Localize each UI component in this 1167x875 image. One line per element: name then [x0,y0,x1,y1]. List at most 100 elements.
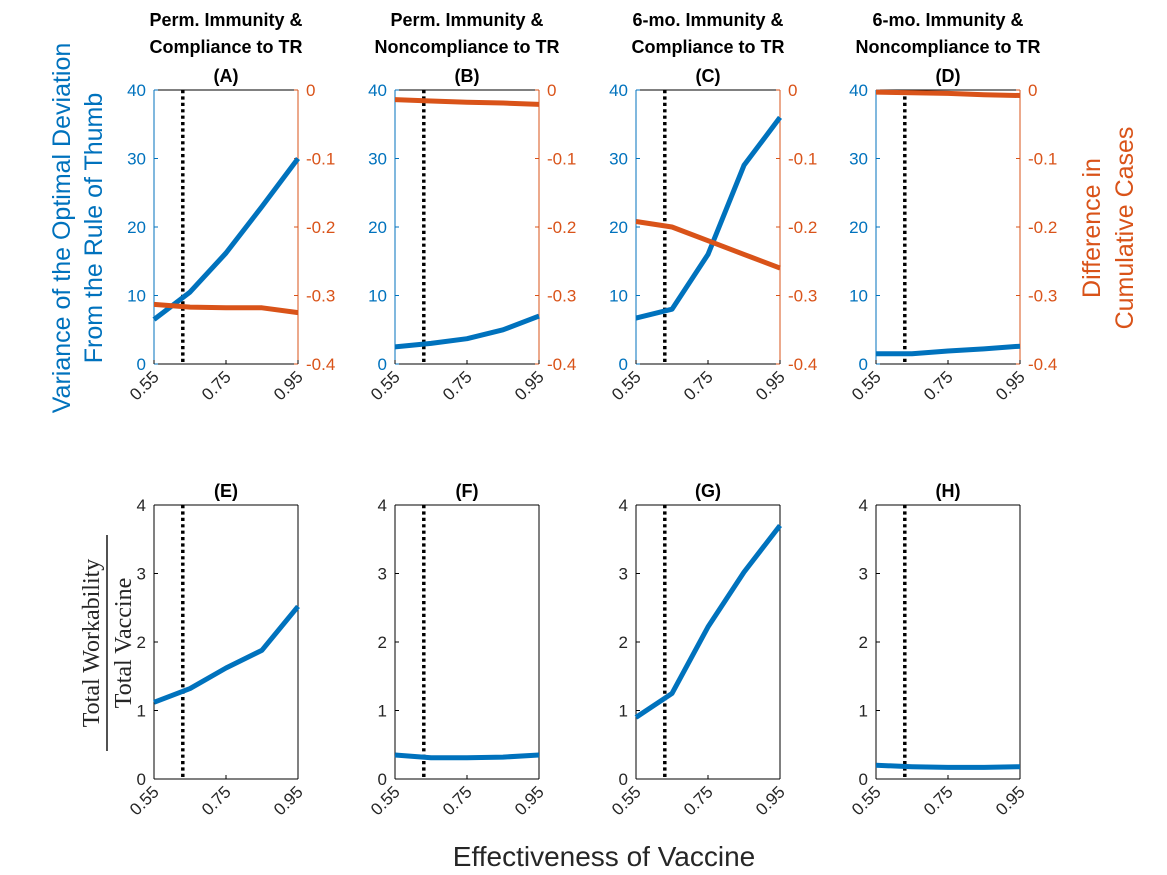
panel-b-ytick-right-label: 0 [547,81,556,100]
panel-e-ytick-label: 0 [137,770,146,789]
panel-f-xtick-label: 0.75 [439,782,476,819]
panel-a-ytick-right-label: -0.2 [306,218,335,237]
panel-f-ytick-label: 3 [378,565,387,584]
panel-e-ytick-label: 1 [137,702,146,721]
panel-a-ytick-label: 10 [127,287,146,306]
panel-e-ytick-label: 2 [137,633,146,652]
bottom-ylabel-numerator: Total Workability [79,559,105,728]
panel-f-series-blue-line [394,752,540,761]
bottom-ylabel: Total Workability Total Vaccine [79,535,137,751]
panel-f-label: (F) [456,481,479,501]
panel-h-xtick-label: 0.75 [920,782,957,819]
panel-g-xtick-label: 0.95 [752,782,789,819]
panel-c-subtitle: Compliance to TR [631,37,784,57]
panel-a-ytick-right-label: -0.1 [306,150,335,169]
panel-c-ytick-label: 10 [609,287,628,306]
panel-c-ytick-label: 30 [609,150,628,169]
panel-b-series-blue-line [394,313,540,350]
panel-d-ytick-label: 20 [849,218,868,237]
panel-a-series-orange-line [153,301,299,316]
panel-c-title: 6-mo. Immunity & [632,10,783,30]
panel-c-ytick-label: 20 [609,218,628,237]
panel-e-series-blue-line [153,604,300,705]
panel-a-xtick-label: 0.75 [198,367,235,404]
bottom-ylabel-denominator: Total Vaccine [111,578,137,709]
panel-a-ytick-label: 30 [127,150,146,169]
panel-g: 0 1 2 3 4 0.55 0.75 0.95 (G) [608,481,789,819]
panel-a-label: (A) [214,66,239,86]
panel-h-label: (H) [936,481,961,501]
panel-g-label: (G) [695,481,721,501]
panel-a-series-blue-line [152,157,300,322]
panel-d-ytick-right-label: -0.3 [1028,287,1057,306]
panel-a-ytick-label: 0 [137,355,146,374]
panel-c-series-orange-line [635,219,781,271]
panel-b-ytick-right-label: -0.3 [547,287,576,306]
panel-b-xtick-label: 0.95 [511,367,548,404]
panel-g-ytick-label: 2 [619,633,628,652]
panel-b-ytick-right-label: -0.1 [547,150,576,169]
panel-e-xtick-label: 0.95 [270,782,307,819]
panel-h-ytick-label: 0 [859,770,868,789]
panel-e-xtick-label: 0.55 [126,782,163,819]
panel-b-series-orange-line [394,97,540,107]
panel-c-ytick-right-label: -0.3 [788,287,817,306]
panel-c-ytick-right-label: -0.1 [788,150,817,169]
panel-b-xtick-label: 0.55 [367,367,404,404]
panel-d-ytick-right-label: 0 [1028,81,1037,100]
top-left-ylabel-line1: Variance of the Optimal Deviation [48,43,76,414]
panel-d-ytick-label: 10 [849,287,868,306]
panel-a-subtitle: Compliance to TR [149,37,302,57]
panel-a-ytick-right-label: -0.4 [306,355,335,374]
panel-h-xtick-label: 0.55 [848,782,885,819]
panel-b-ytick-label: 10 [368,287,387,306]
panel-g-xtick-label: 0.55 [608,782,645,819]
panel-g-ytick-label: 1 [619,702,628,721]
panel-b-ytick-right-label: -0.4 [547,355,576,374]
panel-d-subtitle: Noncompliance to TR [855,37,1040,57]
panel-a-title: Perm. Immunity & [149,10,302,30]
panel-g-ytick-label: 0 [619,770,628,789]
panel-c-ytick-right-label: -0.4 [788,355,817,374]
panel-g-xtick-label: 0.75 [680,782,717,819]
panel-e-xtick-label: 0.75 [198,782,235,819]
panel-g-series-blue-line [634,523,782,720]
panel-a-ytick-label: 40 [127,81,146,100]
panel-a-ytick-right-label: 0 [306,81,315,100]
panel-a-xtick-label: 0.55 [126,367,163,404]
panel-b-label: (B) [455,66,480,86]
top-right-ylabel-line2: Cumulative Cases [1111,127,1139,330]
panel-b-ytick-label: 40 [368,81,387,100]
panel-b-ytick-label: 20 [368,218,387,237]
panel-h-xtick-label: 0.95 [992,782,1029,819]
panel-c-ytick-right-label: 0 [788,81,797,100]
panel-h-ytick-label: 2 [859,633,868,652]
panel-e-label: (E) [214,481,238,501]
panel-f-ytick-label: 1 [378,702,387,721]
panel-b-ytick-label: 30 [368,150,387,169]
panel-d-ytick-right-label: -0.1 [1028,150,1057,169]
panel-e: 0 1 2 3 4 0.55 0.75 0.95 (E) [126,481,307,819]
panel-a-ytick-right-label: -0.3 [306,287,335,306]
panel-f: 0 1 2 3 4 0.55 0.75 0.95 (F) [367,481,548,819]
panel-c-xtick-label: 0.95 [752,367,789,404]
panel-a-xtick-label: 0.95 [270,367,307,404]
panel-h-series-blue-line [875,762,1021,770]
panel-d-label: (D) [936,66,961,86]
panel-c-label: (C) [696,66,721,86]
panel-d-ytick-right-label: -0.2 [1028,218,1057,237]
panel-h: 0 1 2 3 4 0.55 0.75 0.95 (H) [848,481,1029,819]
panel-g-ytick-label: 3 [619,565,628,584]
panel-d-ytick-label: 0 [859,355,868,374]
panel-a: 0 10 20 30 40 0 -0.1 -0.2 -0.3 -0.4 0.55 0.75 0.95 Pe… [126,10,335,404]
panel-b-xtick-label: 0.75 [439,367,476,404]
panel-b: 0 10 20 30 40 0 -0.1 -0.2 -0.3 -0.4 0.55 0.75 0.95 Pe… [367,10,576,404]
panel-b-title: Perm. Immunity & [390,10,543,30]
panel-a-ytick-label: 20 [127,218,146,237]
panel-b-ytick-right-label: -0.2 [547,218,576,237]
panel-c: 0 10 20 30 40 0 -0.1 -0.2 -0.3 -0.4 0.55 0.75 0.95 6-… [608,10,817,404]
panel-d-xtick-label: 0.55 [848,367,885,404]
panel-d-title: 6-mo. Immunity & [872,10,1023,30]
panel-c-xtick-label: 0.55 [608,367,645,404]
